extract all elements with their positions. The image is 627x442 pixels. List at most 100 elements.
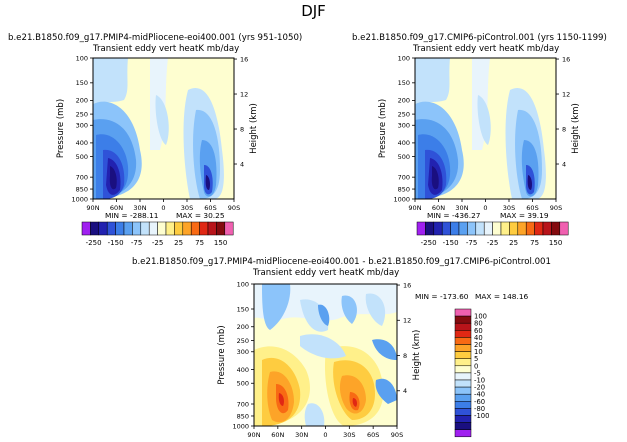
y-tick-label: 400	[398, 139, 410, 147]
y-tick-label: 150	[237, 305, 249, 313]
y-tick-label: 250	[76, 110, 88, 118]
y2-tick-label: 8	[240, 125, 244, 133]
colorbar-swatch	[454, 408, 472, 416]
colorbar-swatch	[182, 221, 192, 236]
y2-tick-label: 12	[562, 90, 570, 98]
y-tick-label: 850	[398, 185, 410, 193]
colorbar-swatch	[454, 315, 472, 324]
colorbar-tick-label: 60	[474, 327, 483, 335]
panel2-min-label: MIN = -436.27	[427, 211, 481, 220]
y-tick-label: 300	[76, 122, 88, 130]
colorbar-swatch	[165, 221, 175, 236]
y-tick-label: 150	[398, 79, 410, 87]
colorbar-tick-label: -20	[474, 384, 485, 392]
colorbar-swatch	[123, 221, 133, 236]
colorbar-swatch	[454, 429, 472, 438]
colorbar-swatch	[454, 415, 472, 423]
colorbar-swatch	[224, 221, 234, 236]
x-tick-label: 30N	[295, 431, 308, 439]
y-tick-label: 1000	[71, 195, 88, 203]
colorbar-swatch	[517, 221, 527, 236]
colorbar-swatch	[500, 221, 510, 236]
x-tick-label: 60S	[526, 204, 538, 212]
y-tick-label: 700	[237, 400, 249, 408]
colorbar-tick-label: -40	[474, 391, 485, 399]
y-tick-label: 200	[76, 97, 88, 105]
colorbar-swatch	[450, 221, 460, 236]
colorbar-tick-label: -60	[474, 398, 485, 406]
colorbar-swatch	[454, 344, 472, 352]
x-tick-label: 90N	[247, 431, 260, 439]
colorbar-tick-label: -10	[474, 377, 485, 385]
x-tick-label: 30S	[343, 431, 355, 439]
panel2-max-label: MAX = 39.19	[500, 211, 549, 220]
colorbar-tick-label: -5	[474, 369, 481, 377]
colorbar-swatch	[207, 221, 217, 236]
colorbar-tick-label: 150	[214, 239, 227, 247]
y2-tick-label: 12	[403, 317, 411, 325]
y-tick-label: 250	[398, 110, 410, 118]
y2-tick-label: 16	[403, 281, 411, 289]
y-tick-label: 400	[76, 139, 88, 147]
panel2-contour-field	[415, 58, 556, 199]
colorbar-tick-label: 20	[474, 341, 483, 349]
colorbar-swatch	[106, 221, 116, 236]
colorbar-swatch	[525, 221, 535, 236]
colorbar-swatch	[454, 422, 472, 430]
colorbar-swatch	[483, 221, 493, 236]
colorbar-tick-label: -75	[131, 239, 142, 247]
y-tick-label: 500	[76, 153, 88, 161]
y-tick-label: 700	[76, 173, 88, 181]
colorbar-swatch	[140, 221, 150, 236]
panel1-max-label: MAX = 30.25	[176, 211, 225, 220]
panel1-subtitle: Transient eddy vert heatK mb/day	[93, 44, 240, 54]
colorbar-tick-label: -150	[108, 239, 124, 247]
y-tick-label: 150	[76, 79, 88, 87]
panel1-min-label: MIN = -288.11	[105, 211, 159, 220]
x-tick-label: 60N	[432, 204, 445, 212]
colorbar-tick-label: 10	[474, 348, 483, 356]
colorbar-swatch	[454, 372, 472, 381]
y2-axis-label: Height (km)	[412, 330, 422, 381]
y-tick-label: 100	[237, 280, 249, 288]
colorbar-swatch	[454, 308, 472, 317]
panel3-run-title: b.e21.B1850.f09_g17.PMIP4-midPliocene-eo…	[132, 257, 551, 267]
y-tick-label: 1000	[393, 195, 410, 203]
colorbar-tick-label: 40	[474, 334, 483, 342]
colorbar-tick-label: -250	[421, 239, 437, 247]
colorbar-tick-label: 75	[530, 239, 539, 247]
y2-tick-label: 16	[240, 55, 248, 63]
x-tick-label: 90S	[550, 204, 562, 212]
colorbar-swatch	[475, 221, 485, 236]
colorbar-tick-label: -25	[487, 239, 498, 247]
y-tick-label: 700	[398, 173, 410, 181]
colorbar-swatch	[454, 393, 472, 402]
panel3-contour-field	[254, 284, 397, 426]
colorbar-swatch	[492, 221, 502, 236]
colorbar-swatch	[174, 221, 184, 236]
panel1-run-title: b.e21.B1850.f09_g17.PMIP4-midPliocene-eo…	[8, 33, 303, 43]
x-tick-label: 30N	[455, 204, 468, 212]
colorbar-swatch	[157, 221, 167, 236]
colorbar-tick-label: -100	[474, 412, 489, 420]
colorbar-swatch	[132, 221, 142, 236]
colorbar-swatch	[425, 221, 435, 236]
colorbar-swatch	[454, 351, 472, 359]
colorbar-swatch	[454, 330, 472, 338]
colorbar-tick-label: 80	[474, 320, 483, 328]
colorbar-tick-label: -250	[86, 239, 102, 247]
colorbar-swatch	[454, 337, 472, 345]
colorbar-swatch	[454, 379, 472, 388]
colorbar-swatch	[467, 221, 477, 236]
colorbar-tick-label: -25	[152, 239, 163, 247]
y-tick-label: 300	[398, 122, 410, 130]
x-tick-label: 90N	[408, 204, 421, 212]
colorbar-swatch	[454, 386, 472, 395]
colorbar-swatch	[90, 221, 100, 236]
y2-tick-label: 4	[240, 160, 244, 168]
colorbar-swatch	[216, 221, 226, 236]
colorbar-tick-label: -150	[443, 239, 459, 247]
y-tick-label: 500	[398, 153, 410, 161]
y-axis-label: Pressure (mb)	[378, 99, 388, 158]
